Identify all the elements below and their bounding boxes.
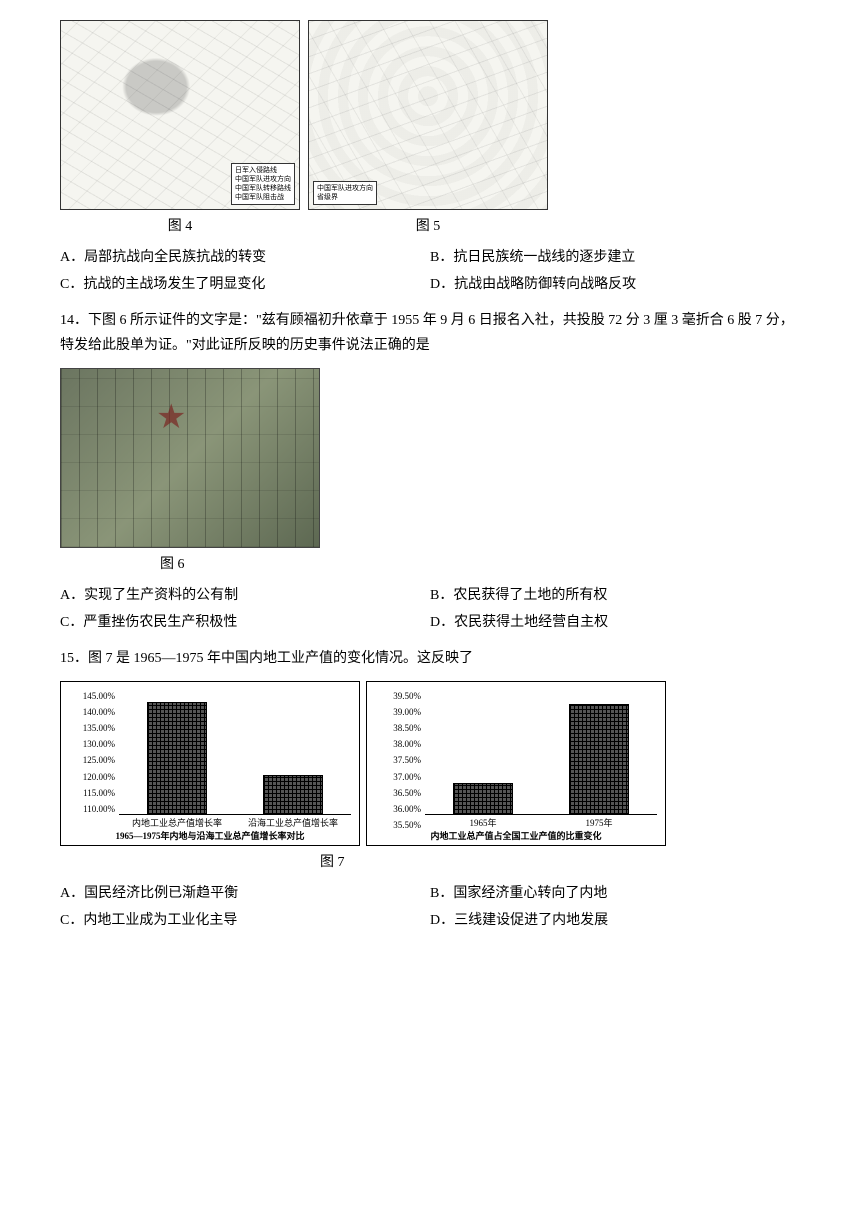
chart-b: 39.50% 39.00% 38.50% 38.00% 37.50% 37.00… — [366, 681, 666, 846]
q15-text: 15．图 7 是 1965—1975 年中国内地工业产值的变化情况。这反映了 — [60, 646, 800, 671]
ytick: 37.50% — [367, 752, 421, 768]
q13-options: A．局部抗战向全民族抗战的转变 B．抗日民族统一战线的逐步建立 C．抗战的主战场… — [60, 245, 800, 297]
star-icon: ★ — [156, 387, 186, 448]
figure-6-caption: 图 6 — [60, 552, 800, 577]
ytick: 130.00% — [61, 736, 115, 752]
chart-b-y-axis: 39.50% 39.00% 38.50% 38.00% 37.50% 37.00… — [367, 688, 423, 815]
ytick: 39.00% — [367, 704, 421, 720]
chart-bar — [569, 704, 629, 815]
figure-7-charts: 145.00% 140.00% 135.00% 130.00% 125.00% … — [60, 681, 800, 846]
chart-a-title: 1965—1975年内地与沿海工业总产值增长率对比 — [61, 828, 359, 844]
chart-bar — [453, 783, 513, 815]
figure-5-caption: 图 5 — [308, 214, 548, 239]
q14-option-d: D．农民获得土地经营自主权 — [430, 610, 800, 635]
figure-4-5-row: 日军入侵路线 中国军队进攻方向 中国军队转移路线 中国军队阻击战 中国军队进攻方… — [60, 20, 800, 210]
chart-bar — [147, 702, 207, 814]
q13-option-d: D．抗战由战略防御转向战略反攻 — [430, 272, 800, 297]
q13-option-b: B．抗日民族统一战线的逐步建立 — [430, 245, 800, 270]
figure-5-legend: 中国军队进攻方向 省级界 — [313, 181, 377, 205]
q14-options: A．实现了生产资料的公有制 B．农民获得了土地的所有权 C．严重挫伤农民生产积极… — [60, 583, 800, 635]
q15-options: A．国民经济比例已渐趋平衡 B．国家经济重心转向了内地 C．内地工业成为工业化主… — [60, 881, 800, 933]
ytick: 115.00% — [61, 785, 115, 801]
legend-line: 中国军队阻击战 — [235, 193, 291, 202]
ytick: 38.00% — [367, 736, 421, 752]
q15-option-a: A．国民经济比例已渐趋平衡 — [60, 881, 430, 906]
ytick: 120.00% — [61, 769, 115, 785]
chart-b-plot — [425, 688, 657, 815]
ytick: 145.00% — [61, 688, 115, 704]
chart-bar — [263, 775, 323, 815]
legend-line: 日军入侵路线 — [235, 166, 291, 175]
ytick: 140.00% — [61, 704, 115, 720]
q15-option-d: D．三线建设促进了内地发展 — [430, 908, 800, 933]
q14-option-c: C．严重挫伤农民生产积极性 — [60, 610, 430, 635]
ytick: 110.00% — [61, 801, 115, 817]
ytick: 125.00% — [61, 752, 115, 768]
ytick: 37.00% — [367, 769, 421, 785]
legend-line: 省级界 — [317, 193, 373, 202]
q14-text: 14．下图 6 所示证件的文字是："兹有顾福初升依章于 1955 年 9 月 6… — [60, 308, 800, 358]
ytick: 39.50% — [367, 688, 421, 704]
figure-4-map: 日军入侵路线 中国军队进攻方向 中国军队转移路线 中国军队阻击战 — [60, 20, 300, 210]
chart-a-y-axis: 145.00% 140.00% 135.00% 130.00% 125.00% … — [61, 688, 117, 815]
figure-4-caption: 图 4 — [60, 214, 300, 239]
q14-option-b: B．农民获得了土地的所有权 — [430, 583, 800, 608]
figure-4-5-captions: 图 4 图 5 — [60, 214, 800, 239]
chart-a-plot — [119, 688, 351, 815]
figure-6-stock-certificate: ★ — [60, 368, 320, 548]
figure-5-map: 中国军队进攻方向 省级界 — [308, 20, 548, 210]
figure-4-legend: 日军入侵路线 中国军队进攻方向 中国军队转移路线 中国军队阻击战 — [231, 163, 295, 205]
ytick: 36.00% — [367, 801, 421, 817]
ytick: 135.00% — [61, 720, 115, 736]
q13-option-c: C．抗战的主战场发生了明显变化 — [60, 272, 430, 297]
ytick: 36.50% — [367, 785, 421, 801]
q14-option-a: A．实现了生产资料的公有制 — [60, 583, 430, 608]
stock-texture — [61, 369, 319, 547]
q15-option-c: C．内地工业成为工业化主导 — [60, 908, 430, 933]
ytick: 38.50% — [367, 720, 421, 736]
legend-line: 中国军队转移路线 — [235, 184, 291, 193]
chart-a: 145.00% 140.00% 135.00% 130.00% 125.00% … — [60, 681, 360, 846]
legend-line: 中国军队进攻方向 — [235, 175, 291, 184]
chart-b-title: 内地工业总产值占全国工业产值的比重变化 — [367, 828, 665, 844]
q15-option-b: B．国家经济重心转向了内地 — [430, 881, 800, 906]
q13-option-a: A．局部抗战向全民族抗战的转变 — [60, 245, 430, 270]
legend-line: 中国军队进攻方向 — [317, 184, 373, 193]
figure-7-caption: 图 7 — [60, 850, 800, 875]
